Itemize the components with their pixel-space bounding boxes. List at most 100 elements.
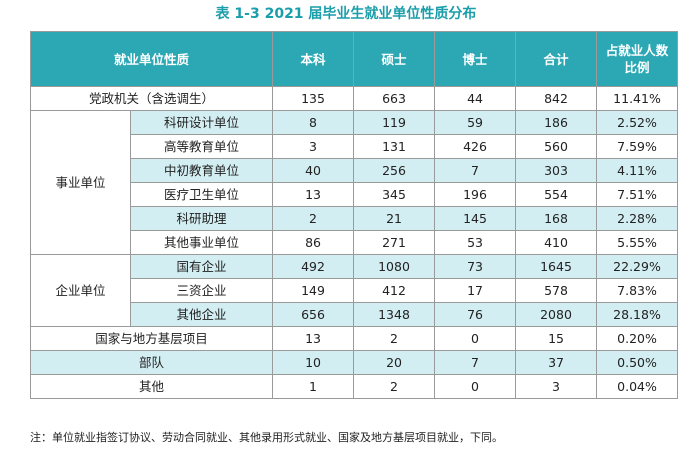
cell-master: 20 (353, 350, 436, 375)
cell-total: 3 (515, 374, 598, 399)
cell-bachelor: 656 (272, 302, 355, 327)
cell-master: 1348 (353, 302, 436, 327)
cell-total: 37 (515, 350, 598, 375)
table-row: 国家与地方基层项目 13 2 0 15 0.20% (29, 326, 679, 351)
row-label: 高等教育单位 (129, 134, 274, 159)
row-label: 国有企业 (129, 254, 274, 279)
cell-doctor: 17 (434, 278, 517, 303)
table-row: 其他企业 656 1348 76 2080 28.18% (31, 302, 679, 327)
header-unit-type: 就业单位性质 (29, 31, 274, 87)
table-row: 部队 10 20 7 37 0.50% (29, 350, 679, 375)
cell-bachelor: 10 (272, 350, 355, 375)
header-row: 就业单位性质 本科 硕士 博士 合计 占就业人数 比例 (29, 31, 679, 87)
cell-master: 2 (353, 374, 436, 399)
table-title: 表 1-3 2021 届毕业生就业单位性质分布 (215, 6, 477, 22)
header-doctor: 博士 (434, 31, 517, 87)
table-row: 中初教育单位 40 256 7 303 4.11% (31, 158, 679, 183)
cell-master: 21 (353, 206, 436, 231)
table-row: 其他 1 2 0 3 0.04% (29, 374, 679, 399)
cell-doctor: 0 (434, 326, 517, 351)
cell-ratio: 7.83% (596, 278, 679, 303)
cell-master: 2 (353, 326, 436, 351)
row-label: 科研设计单位 (129, 110, 274, 135)
cell-ratio: 7.51% (596, 182, 679, 207)
cell-total: 15 (515, 326, 598, 351)
cell-ratio: 0.50% (596, 350, 679, 375)
table-row: 其他事业单位 86 271 53 410 5.55% (31, 230, 679, 255)
cell-master: 256 (353, 158, 436, 183)
cell-total: 303 (515, 158, 598, 183)
cell-ratio: 4.11% (596, 158, 679, 183)
cell-master: 345 (353, 182, 436, 207)
footnote: 注：单位就业指签订协议、劳动合同就业、其他录用形式就业、国家及地方基层项目就业，… (30, 431, 503, 444)
row-label: 其他 (29, 374, 274, 399)
cell-ratio: 2.28% (596, 206, 679, 231)
cell-doctor: 145 (434, 206, 517, 231)
row-label: 医疗卫生单位 (129, 182, 274, 207)
cell-ratio: 5.55% (596, 230, 679, 255)
cell-doctor: 76 (434, 302, 517, 327)
row-label: 部队 (29, 350, 274, 375)
cell-bachelor: 2 (272, 206, 355, 231)
cell-bachelor: 149 (272, 278, 355, 303)
employment-unit-table: 就业单位性质 本科 硕士 博士 合计 占就业人数 比例 党政机关（含选调生） 1… (29, 31, 679, 399)
cell-bachelor: 13 (272, 326, 355, 351)
cell-master: 412 (353, 278, 436, 303)
cell-ratio: 28.18% (596, 302, 679, 327)
cell-bachelor: 13 (272, 182, 355, 207)
cell-doctor: 7 (434, 350, 517, 375)
header-bachelor: 本科 (272, 31, 355, 87)
cell-bachelor: 492 (272, 254, 355, 279)
cell-total: 578 (515, 278, 598, 303)
cell-ratio: 22.29% (596, 254, 679, 279)
cell-bachelor: 40 (272, 158, 355, 183)
cell-total: 410 (515, 230, 598, 255)
table-header: 就业单位性质 本科 硕士 博士 合计 占就业人数 比例 (29, 31, 679, 87)
row-label: 三资企业 (129, 278, 274, 303)
table-row: 党政机关（含选调生） 135 663 44 842 11.41% (29, 86, 679, 111)
row-label: 国家与地方基层项目 (29, 326, 274, 351)
header-ratio-line1: 占就业人数 (605, 43, 669, 58)
cell-bachelor: 1 (272, 374, 355, 399)
header-master: 硕士 (353, 31, 436, 87)
header-total: 合计 (515, 31, 598, 87)
cell-doctor: 0 (434, 374, 517, 399)
cell-total: 2080 (515, 302, 598, 327)
cell-doctor: 196 (434, 182, 517, 207)
cell-doctor: 426 (434, 134, 517, 159)
cell-doctor: 7 (434, 158, 517, 183)
cell-ratio: 2.52% (596, 110, 679, 135)
row-label: 中初教育单位 (129, 158, 274, 183)
cell-master: 1080 (353, 254, 436, 279)
cell-master: 119 (353, 110, 436, 135)
cell-bachelor: 3 (272, 134, 355, 159)
cell-bachelor: 8 (272, 110, 355, 135)
table-row: 三资企业 149 412 17 578 7.83% (31, 278, 679, 303)
cell-total: 560 (515, 134, 598, 159)
cell-master: 663 (353, 86, 436, 111)
row-label: 科研助理 (129, 206, 274, 231)
cell-ratio: 0.20% (596, 326, 679, 351)
row-label: 其他企业 (129, 302, 274, 327)
cell-doctor: 59 (434, 110, 517, 135)
header-ratio-line2: 比例 (624, 60, 650, 75)
cell-doctor: 44 (434, 86, 517, 111)
row-label: 党政机关（含选调生） (29, 86, 274, 111)
table-body: 党政机关（含选调生） 135 663 44 842 11.41% 事业单位 科研… (29, 86, 679, 399)
group-label-institution: 事业单位 (30, 110, 131, 255)
cell-doctor: 73 (434, 254, 517, 279)
header-ratio: 占就业人数 比例 (596, 31, 679, 87)
cell-total: 1645 (515, 254, 598, 279)
cell-total: 168 (515, 206, 598, 231)
table-row: 企业单位 国有企业 492 1080 73 1645 22.29% (30, 254, 679, 327)
cell-master: 271 (353, 230, 436, 255)
group-label-enterprise: 企业单位 (30, 254, 131, 327)
cell-ratio: 0.04% (596, 374, 679, 399)
cell-ratio: 11.41% (596, 86, 679, 111)
row-label: 其他事业单位 (129, 230, 274, 255)
table-row: 医疗卫生单位 13 345 196 554 7.51% (31, 182, 679, 207)
table-row: 科研助理 2 21 145 168 2.28% (31, 206, 679, 231)
cell-total: 842 (515, 86, 598, 111)
table-row: 事业单位 科研设计单位 8 119 59 186 2.52% (30, 110, 679, 255)
cell-ratio: 7.59% (596, 134, 679, 159)
